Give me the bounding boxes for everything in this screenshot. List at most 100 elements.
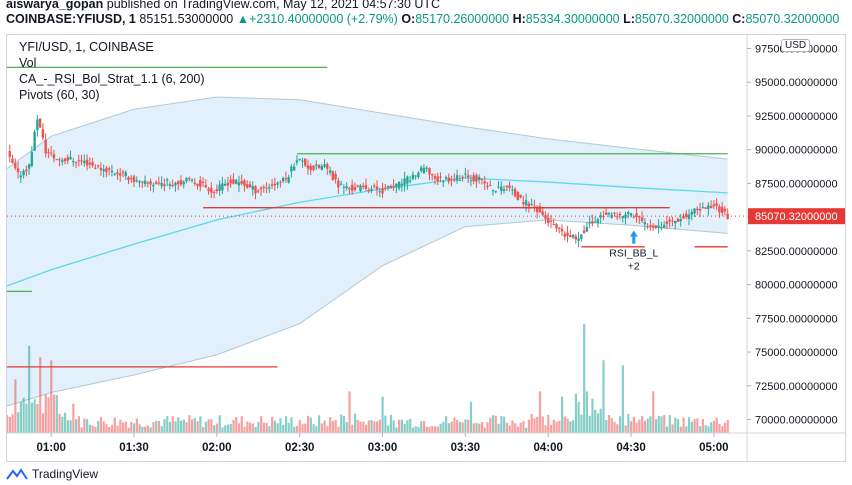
candle-body <box>403 178 406 185</box>
volume-bar <box>417 427 420 433</box>
volume-bar <box>282 424 285 433</box>
candle-body <box>500 186 503 191</box>
price-chart[interactable]: RSI_BB_L+297500.0000000095000.0000000092… <box>7 35 846 462</box>
volume-bar <box>80 427 83 433</box>
candle-body <box>707 205 710 210</box>
volume-bar <box>69 420 72 433</box>
candle-body <box>709 206 713 208</box>
last-price: 85151.53000000 <box>139 12 234 26</box>
candle-body <box>204 184 208 188</box>
candle-body <box>243 180 246 187</box>
candle-body <box>262 186 265 188</box>
volume-bar <box>351 424 354 433</box>
candle-body <box>257 190 260 192</box>
candle-body <box>152 184 155 187</box>
volume-bar <box>331 420 335 433</box>
volume-bar <box>284 416 288 433</box>
chart-panel[interactable]: RSI_BB_L+297500.0000000095000.0000000092… <box>6 34 846 462</box>
volume-bar <box>207 419 210 433</box>
arrow-up-icon: ▲ <box>236 12 250 26</box>
signal-arrow-icon <box>629 230 638 244</box>
currency-button[interactable]: USD <box>781 39 811 52</box>
candle-body <box>494 191 497 193</box>
candle-body <box>544 215 547 219</box>
volume-bar <box>433 426 437 433</box>
candle-body <box>527 203 531 207</box>
candle-body <box>400 183 404 186</box>
price-tick-label: 77500.00000000 <box>755 313 838 325</box>
candle-body <box>428 168 431 175</box>
candle-body <box>317 165 321 168</box>
volume-bar <box>591 398 594 433</box>
volume-bar <box>144 426 147 433</box>
current-price-label: 85070.32000000 <box>755 211 838 223</box>
volume-bar <box>527 419 531 433</box>
price-tick-label: 87500.00000000 <box>755 178 838 190</box>
volume-bar <box>494 415 497 433</box>
candle-body <box>179 180 183 185</box>
candle-body <box>718 206 721 213</box>
volume-bar <box>627 413 630 433</box>
volume-bar <box>555 421 558 433</box>
volume-bar <box>301 424 304 433</box>
volume-bar <box>414 426 417 433</box>
volume-bar <box>306 415 310 433</box>
current-price-badge <box>748 208 845 225</box>
volume-bar <box>406 420 409 433</box>
candle-body <box>47 152 50 154</box>
candle-body <box>254 186 257 194</box>
volume-bar <box>467 419 470 433</box>
candle-body <box>627 212 630 214</box>
volume-bar <box>141 426 144 433</box>
candle-body <box>613 212 616 214</box>
candle-body <box>113 173 116 175</box>
volume-bar <box>185 422 188 433</box>
candle-body <box>546 217 550 224</box>
volume-bar <box>588 415 591 433</box>
candle-body <box>290 166 293 172</box>
candle-body <box>577 238 580 241</box>
candle-body <box>49 152 53 154</box>
candle-body <box>375 186 379 190</box>
candle-body <box>624 214 627 219</box>
volume-bar <box>643 420 647 433</box>
candle-body <box>417 172 420 178</box>
candle-body <box>119 173 122 176</box>
volume-bar <box>389 414 393 433</box>
volume-bar <box>505 422 508 433</box>
candle-body <box>237 182 241 186</box>
candle-body <box>558 227 561 230</box>
candle-body <box>571 234 575 238</box>
volume-bar <box>641 415 644 433</box>
time-tick-label: 01:00 <box>36 442 65 454</box>
price-tick-label: 75000.00000000 <box>755 347 838 359</box>
volume-bar <box>685 426 688 433</box>
volume-bar <box>538 391 542 433</box>
candle-body <box>535 207 539 213</box>
volume-bar <box>177 417 180 433</box>
volume-bar <box>279 418 282 433</box>
candle-body <box>599 215 602 218</box>
ohlc-line: COINBASE:YFIUSD, 1 85151.53000000 ▲+2310… <box>6 12 839 26</box>
candle-body <box>66 157 69 161</box>
volume-bar <box>28 345 31 433</box>
candle-body <box>268 187 271 189</box>
volume-bar <box>268 426 271 433</box>
candle-body <box>450 178 453 181</box>
candle-body <box>464 173 467 175</box>
candle-body <box>301 160 304 162</box>
candle-body <box>292 166 296 171</box>
volume-bar <box>428 426 431 433</box>
candle-body <box>381 188 384 194</box>
candle-body <box>616 216 619 218</box>
candle-body <box>367 189 370 191</box>
volume-bar <box>340 414 343 433</box>
candle-body <box>569 235 572 238</box>
candle-body <box>312 165 315 170</box>
candle-body <box>201 181 205 184</box>
candle-body <box>207 188 210 192</box>
candle-body <box>8 151 11 157</box>
candle-body <box>436 176 439 181</box>
candle-body <box>188 178 191 180</box>
volume-bar <box>723 422 727 433</box>
